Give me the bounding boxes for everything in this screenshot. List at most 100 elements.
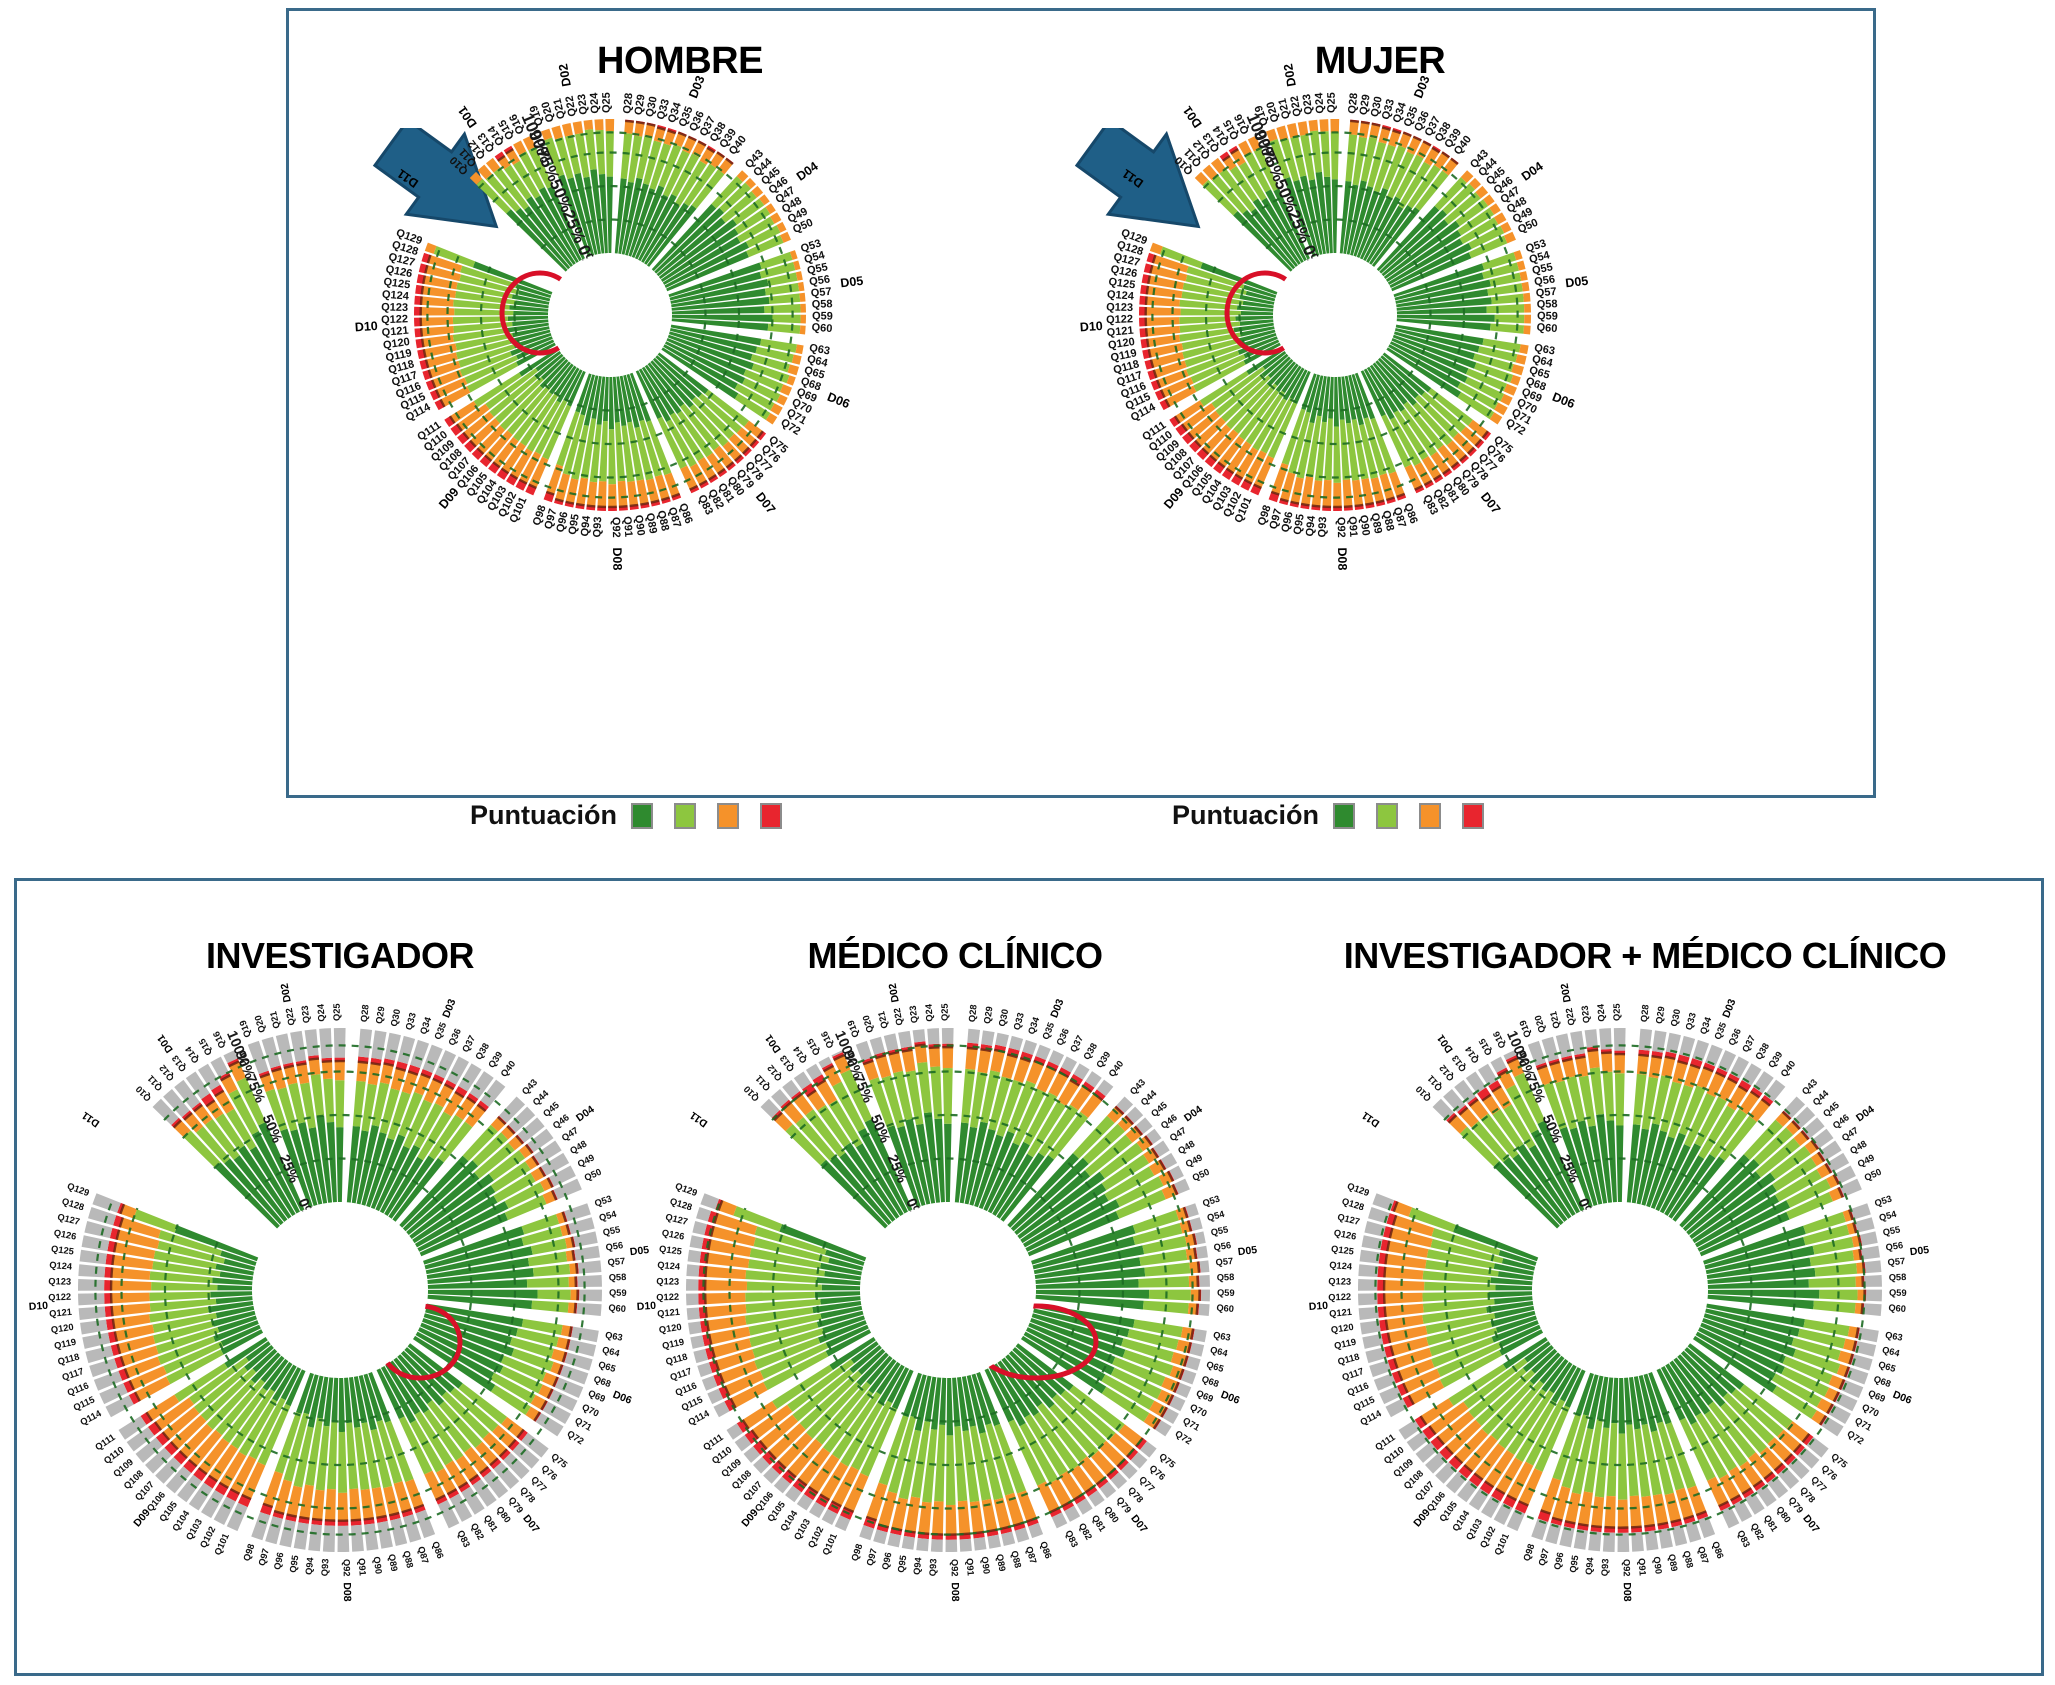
- bar-segment: [245, 1341, 271, 1362]
- bar-segment: [697, 457, 717, 480]
- bar-segment: [508, 1106, 536, 1133]
- bar-segment: [511, 1348, 554, 1372]
- bar-segment: [959, 1126, 978, 1204]
- question-label: Q33: [1684, 1012, 1698, 1032]
- bar-segment: [748, 1259, 825, 1277]
- bar-segment: [1162, 1408, 1179, 1425]
- bar-segment: [812, 1301, 862, 1314]
- bar-segment: [1826, 1152, 1850, 1173]
- bar-segment: [1494, 314, 1525, 324]
- bar-segment: [1570, 1030, 1585, 1055]
- bar-segment: [520, 392, 559, 447]
- bar-segment: [692, 1221, 707, 1236]
- bar-segment: [335, 1080, 345, 1128]
- bar-segment: [1584, 1029, 1598, 1048]
- bar-segment: [346, 1125, 361, 1203]
- bar-segment: [1614, 1073, 1625, 1126]
- bar-segment: [556, 1337, 569, 1350]
- bar-segment: [1082, 1081, 1095, 1092]
- bar-segment: [1683, 1064, 1701, 1088]
- bar-segment: [883, 1033, 899, 1052]
- bar-segment: [1369, 364, 1405, 412]
- bar-segment: [464, 1446, 489, 1474]
- question-label: Q68: [1872, 1374, 1892, 1389]
- bar-segment: [503, 145, 514, 154]
- bar-segment: [490, 1117, 506, 1132]
- question-label: Q40: [1779, 1059, 1798, 1079]
- bar-segment: [930, 1539, 943, 1552]
- bar-segment: [799, 1370, 862, 1430]
- bar-segment: [512, 326, 550, 338]
- bar-segment: [1648, 1056, 1662, 1079]
- bar-segment: [539, 358, 569, 389]
- bar-segment: [1687, 1343, 1745, 1390]
- bar-segment: [562, 414, 585, 476]
- question-label: Q88: [401, 1550, 415, 1569]
- bar-segment: [868, 1358, 897, 1394]
- domain-label: D07: [1478, 490, 1503, 517]
- bar-segment: [1863, 1303, 1882, 1317]
- bar-segment: [1707, 1267, 1816, 1284]
- question-label: Q59: [1217, 1288, 1235, 1298]
- domain-label: D01: [763, 1032, 784, 1055]
- question-label: Q21: [1276, 97, 1292, 120]
- bar-segment: [135, 1376, 171, 1402]
- bar-segment: [749, 1248, 822, 1269]
- bar-segment: [860, 1407, 898, 1477]
- question-label: Q90: [1357, 514, 1371, 536]
- bar-segment: [472, 261, 553, 295]
- bar-segment: [671, 318, 769, 331]
- question-label: Q50: [1191, 1167, 1211, 1183]
- bar-segment: [1657, 1421, 1685, 1491]
- bar-segment: [863, 1060, 879, 1081]
- bar-segment: [315, 1425, 330, 1491]
- bar-segment: [765, 412, 778, 425]
- bar-segment: [726, 462, 736, 471]
- bar-segment: [483, 1470, 509, 1499]
- bar-segment: [667, 334, 754, 370]
- bar-segment: [589, 424, 602, 483]
- bar-segment: [1033, 1245, 1145, 1275]
- question-label: Q92: [1621, 1559, 1631, 1577]
- question-label: Q48: [568, 1139, 588, 1157]
- bar-segment: [817, 1104, 851, 1148]
- bar-segment: [806, 1381, 861, 1439]
- question-label: Q48: [1848, 1139, 1868, 1157]
- bar-segment: [1775, 1169, 1822, 1202]
- bar-segment: [1793, 1131, 1809, 1146]
- bar-segment: [828, 1257, 864, 1271]
- legend-mujer: Puntuación: [1172, 800, 1484, 831]
- bar-segment: [1393, 331, 1475, 360]
- question-label: Q124: [49, 1260, 73, 1272]
- bar-segment: [1000, 1155, 1055, 1222]
- bar-segment: [296, 1063, 310, 1085]
- bar-segment: [745, 1307, 814, 1325]
- question-label: Q87: [416, 1545, 431, 1565]
- bar-segment: [1523, 325, 1531, 335]
- bar-segment: [724, 1370, 764, 1396]
- question-label: Q22: [892, 1007, 905, 1026]
- bar-segment: [636, 135, 653, 180]
- question-label: Q20: [253, 1014, 267, 1034]
- bar-segment: [787, 1359, 855, 1412]
- bar-segment: [403, 1099, 433, 1149]
- bar-segment: [650, 360, 694, 408]
- bar-segment: [427, 255, 463, 273]
- question-label: Q87: [665, 506, 682, 529]
- bar-segment: [479, 455, 492, 468]
- bar-segment: [174, 1363, 228, 1402]
- question-label: Q98: [241, 1543, 256, 1563]
- question-label: Q57: [1887, 1256, 1905, 1268]
- bar-segment: [670, 324, 762, 346]
- bar-segment: [1005, 1354, 1055, 1409]
- bar-segment: [1396, 318, 1491, 331]
- domain-label: D03: [440, 997, 458, 1019]
- bar-segment: [1005, 1492, 1024, 1526]
- bar-segment: [1337, 376, 1345, 420]
- question-label: Q87: [1024, 1545, 1039, 1565]
- question-label: Q34: [1698, 1015, 1713, 1036]
- bar-segment: [446, 1056, 470, 1085]
- bar-segment: [1026, 1517, 1039, 1527]
- bar-segment: [628, 188, 656, 257]
- bar-segment: [691, 396, 735, 440]
